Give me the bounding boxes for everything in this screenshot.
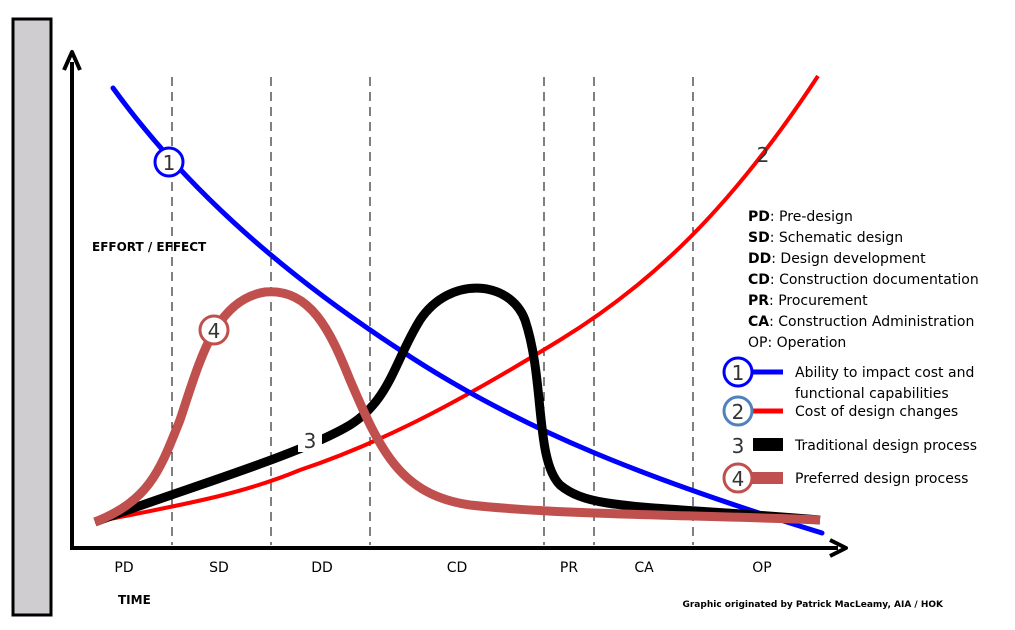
legend-2-text: Cost of design changes	[795, 404, 958, 420]
phase-label: CA	[634, 560, 654, 576]
curve-ability-to-impact	[110, 85, 825, 536]
svg-text:4: 4	[732, 467, 745, 491]
credit-text: Graphic originated by Patrick MacLeamy, …	[682, 600, 944, 610]
curve-4-marker	[198, 314, 230, 346]
legend-4-marker	[722, 462, 754, 494]
phase-glossary: PD: Pre-design SD: Schematic design DD: …	[748, 209, 979, 351]
curve-preferred-design-process	[93, 287, 821, 527]
phase-label: DD	[311, 560, 333, 576]
side-bar	[11, 17, 53, 617]
legend-1-marker	[722, 356, 754, 388]
legend-4-text: Preferred design process	[795, 471, 968, 487]
x-axis-arrow-icon	[829, 538, 848, 558]
glossary-item: CA: Construction Administration	[748, 314, 974, 330]
curve-3-marker	[298, 428, 322, 452]
curve-1-marker	[153, 146, 185, 178]
glossary-item: SD: Schematic design	[748, 230, 903, 246]
y-axis-arrow-icon	[62, 50, 82, 71]
svg-text:2: 2	[732, 400, 745, 424]
curve-4-label: 4	[208, 319, 221, 343]
glossary-item: DD: Design development	[748, 251, 926, 267]
curve-3-label: 3	[304, 429, 317, 453]
legend-3-text: Traditional design process	[794, 438, 977, 454]
legend-3-marker: 3	[732, 434, 745, 458]
curve-2-label: 2	[757, 143, 770, 167]
phase-dividers	[171, 77, 694, 545]
x-axis-label: TIME	[118, 593, 151, 607]
phase-label: CD	[447, 560, 468, 576]
phase-labels: PD SD DD CD PR CA OP	[114, 560, 771, 576]
y-axis-label: EFFORT / EFFECT	[92, 240, 207, 254]
glossary-item: OP: Operation	[748, 335, 846, 351]
phase-label: OP	[752, 560, 771, 576]
phase-label: SD	[209, 560, 229, 576]
legend: 1 Ability to impact cost and functional …	[722, 356, 977, 494]
legend-2-marker	[722, 395, 754, 427]
glossary-item: CD: Construction documentation	[748, 272, 979, 288]
svg-text:1: 1	[732, 361, 745, 385]
curve-cost-of-design-changes	[94, 74, 820, 524]
phase-label: PD	[114, 560, 133, 576]
glossary-item: PD: Pre-design	[748, 209, 853, 225]
phase-label: PR	[560, 560, 578, 576]
glossary-item: PR: Procurement	[748, 293, 868, 309]
curve-1-label: 1	[163, 151, 176, 175]
legend-1-text: Ability to impact cost and	[795, 365, 974, 381]
legend-1-text-2: functional capabilities	[795, 386, 949, 402]
